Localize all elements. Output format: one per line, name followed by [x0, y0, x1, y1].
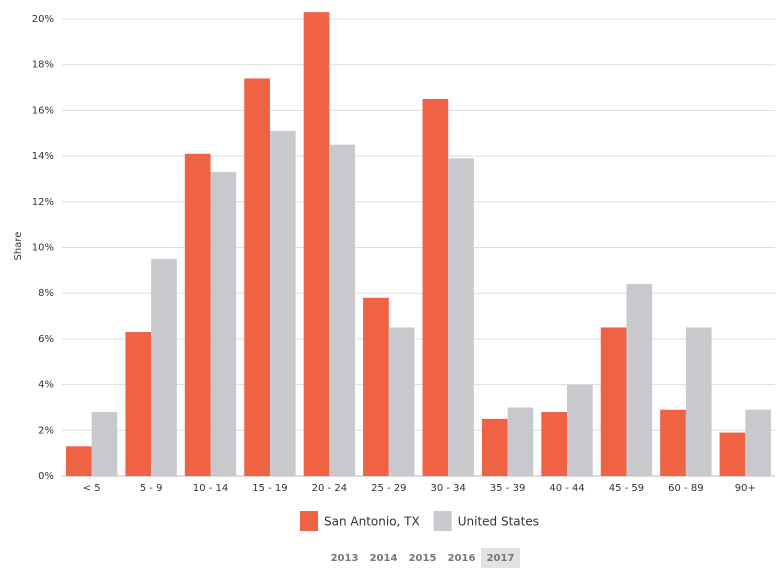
- x-tick-label: 40 - 44: [549, 483, 584, 494]
- year-button[interactable]: 2014: [370, 553, 398, 564]
- x-tick-label: 60 - 89: [668, 483, 703, 494]
- bar: [660, 409, 686, 476]
- legend-label: San Antonio, TX: [324, 515, 420, 529]
- bar: [422, 98, 449, 476]
- y-tick-label: 12%: [32, 197, 54, 208]
- bar: [210, 172, 237, 476]
- x-tick-label: 25 - 29: [371, 483, 406, 494]
- bar: [303, 12, 330, 477]
- y-tick-label: 8%: [38, 288, 54, 299]
- x-tick-label: 10 - 14: [193, 483, 228, 494]
- year-button[interactable]: 2017: [487, 553, 515, 564]
- bar: [481, 418, 508, 476]
- bar: [745, 409, 771, 476]
- year-button[interactable]: 2015: [409, 553, 437, 564]
- legend-label: United States: [458, 515, 539, 529]
- x-tick-label: 5 - 9: [140, 483, 163, 494]
- bar: [125, 332, 152, 476]
- y-tick-label: 20%: [32, 14, 54, 25]
- bar: [600, 327, 627, 476]
- bar: [626, 284, 653, 476]
- bar: [719, 432, 746, 476]
- y-tick-label: 14%: [32, 151, 54, 162]
- y-tick-label: 18%: [32, 60, 54, 71]
- bar: [388, 327, 415, 476]
- bar: [151, 258, 177, 476]
- y-tick-label: 2%: [38, 425, 54, 436]
- x-tick-label: 20 - 24: [312, 483, 347, 494]
- y-tick-label: 10%: [32, 243, 54, 254]
- legend-swatch: [300, 511, 318, 531]
- x-tick-label: 90+: [735, 483, 756, 494]
- y-tick-label: 0%: [38, 471, 54, 482]
- x-tick-label: < 5: [83, 483, 101, 494]
- bar: [66, 446, 92, 476]
- bar: [269, 130, 296, 476]
- bar: [567, 384, 593, 476]
- year-button[interactable]: 2016: [448, 553, 476, 564]
- year-button[interactable]: 2013: [331, 553, 359, 564]
- y-tick-label: 16%: [32, 105, 54, 116]
- bar: [448, 158, 474, 476]
- y-tick-label: 4%: [38, 380, 54, 391]
- year-highlight: [481, 548, 520, 568]
- y-axis-label: Share: [13, 232, 24, 261]
- bar: [184, 153, 211, 476]
- bar: [685, 327, 712, 476]
- x-tick-label: 35 - 39: [490, 483, 525, 494]
- x-tick-label: 30 - 34: [430, 483, 465, 494]
- bar: [329, 144, 356, 477]
- legend-swatch: [433, 511, 452, 531]
- x-tick-label: 15 - 19: [252, 483, 287, 494]
- x-tick-label: 45 - 59: [609, 483, 644, 494]
- y-tick-label: 6%: [38, 334, 54, 345]
- bar: [507, 407, 534, 476]
- bar: [244, 78, 270, 476]
- bar: [91, 412, 118, 476]
- bar: [541, 412, 568, 476]
- bar: [363, 297, 389, 476]
